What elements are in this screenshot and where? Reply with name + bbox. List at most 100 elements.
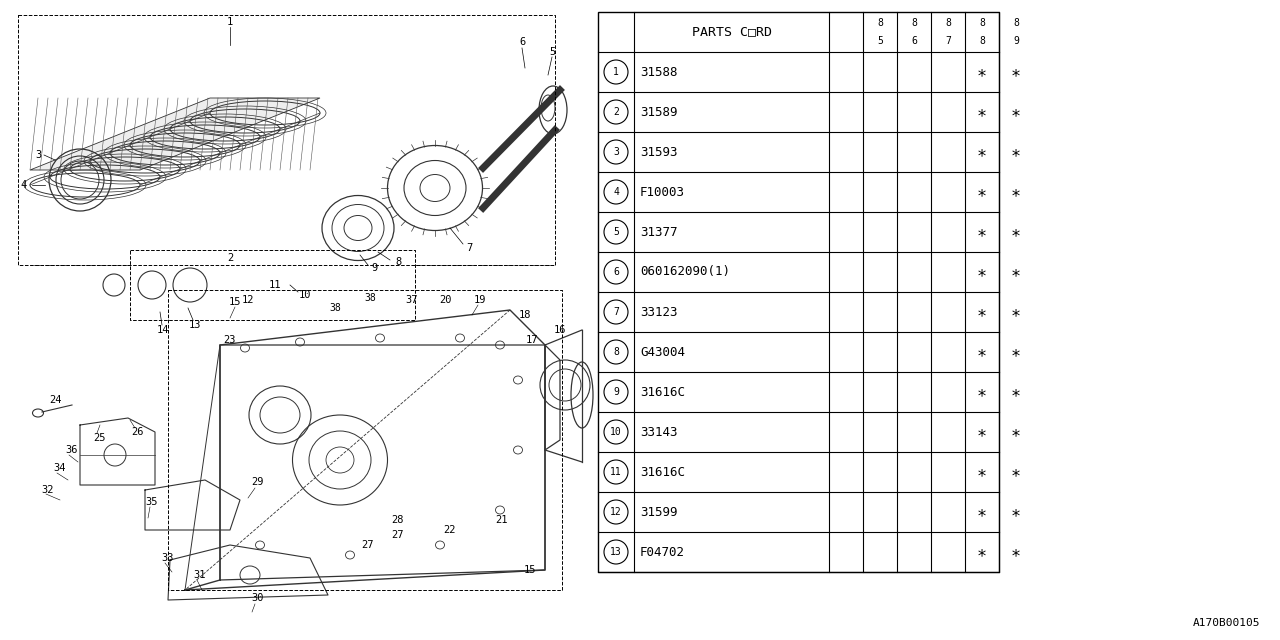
Text: ∗: ∗ bbox=[1011, 463, 1021, 481]
Text: 13: 13 bbox=[611, 547, 622, 557]
Text: F10003: F10003 bbox=[640, 186, 685, 198]
Text: A170B00105: A170B00105 bbox=[1193, 618, 1260, 628]
Text: ∗: ∗ bbox=[1011, 303, 1021, 321]
Text: 35: 35 bbox=[146, 497, 159, 507]
Text: 33: 33 bbox=[161, 553, 174, 563]
Text: ∗: ∗ bbox=[977, 543, 987, 561]
Text: 27: 27 bbox=[392, 530, 404, 540]
Text: 7: 7 bbox=[466, 243, 472, 253]
Text: 37: 37 bbox=[406, 295, 419, 305]
Text: ∗: ∗ bbox=[1011, 143, 1021, 161]
Text: 16: 16 bbox=[554, 325, 566, 335]
Text: 33123: 33123 bbox=[640, 305, 677, 319]
Text: 14: 14 bbox=[156, 325, 169, 335]
Text: ∗: ∗ bbox=[977, 223, 987, 241]
Text: ∗: ∗ bbox=[1011, 343, 1021, 361]
Text: 3: 3 bbox=[35, 150, 41, 160]
Text: 9: 9 bbox=[372, 263, 378, 273]
Text: ∗: ∗ bbox=[1011, 543, 1021, 561]
Text: 1: 1 bbox=[227, 17, 233, 27]
Text: 31: 31 bbox=[193, 570, 206, 580]
Text: 11: 11 bbox=[611, 467, 622, 477]
Text: 31599: 31599 bbox=[640, 506, 677, 518]
Text: ∗: ∗ bbox=[1011, 183, 1021, 201]
Text: 11: 11 bbox=[269, 280, 282, 290]
Text: 38: 38 bbox=[364, 293, 376, 303]
Text: 8: 8 bbox=[979, 18, 984, 28]
Text: ∗: ∗ bbox=[977, 303, 987, 321]
Bar bbox=[598, 12, 998, 572]
Text: 31377: 31377 bbox=[640, 225, 677, 239]
Text: ∗: ∗ bbox=[977, 103, 987, 121]
Text: 6: 6 bbox=[518, 37, 525, 47]
Text: 31593: 31593 bbox=[640, 145, 677, 159]
Text: 30: 30 bbox=[252, 593, 264, 603]
Text: ∗: ∗ bbox=[977, 503, 987, 521]
Text: 7: 7 bbox=[945, 36, 951, 46]
Text: 8: 8 bbox=[394, 257, 401, 267]
Text: 5: 5 bbox=[877, 36, 883, 46]
Text: ∗: ∗ bbox=[1011, 263, 1021, 281]
Text: 8: 8 bbox=[979, 36, 984, 46]
Text: 15: 15 bbox=[229, 297, 241, 307]
Text: 26: 26 bbox=[132, 427, 145, 437]
Text: 9: 9 bbox=[1012, 36, 1019, 46]
Text: F04702: F04702 bbox=[640, 545, 685, 559]
Text: 32: 32 bbox=[42, 485, 54, 495]
Text: 31616C: 31616C bbox=[640, 385, 685, 399]
Text: ∗: ∗ bbox=[1011, 223, 1021, 241]
Text: 38: 38 bbox=[329, 303, 340, 313]
Text: ∗: ∗ bbox=[977, 423, 987, 441]
Text: 8: 8 bbox=[911, 18, 916, 28]
Text: 4: 4 bbox=[20, 180, 27, 190]
Text: 2: 2 bbox=[227, 253, 233, 263]
Text: ∗: ∗ bbox=[977, 383, 987, 401]
Text: 7: 7 bbox=[613, 307, 620, 317]
Text: 27: 27 bbox=[362, 540, 374, 550]
Text: 18: 18 bbox=[518, 310, 531, 320]
Text: 8: 8 bbox=[877, 18, 883, 28]
Text: 33143: 33143 bbox=[640, 426, 677, 438]
Text: ∗: ∗ bbox=[1011, 63, 1021, 81]
Text: 17: 17 bbox=[526, 335, 539, 345]
Text: 31589: 31589 bbox=[640, 106, 677, 118]
Text: ∗: ∗ bbox=[977, 463, 987, 481]
Text: G43004: G43004 bbox=[640, 346, 685, 358]
Text: 23: 23 bbox=[224, 335, 237, 345]
Text: 060162090(1): 060162090(1) bbox=[640, 266, 730, 278]
Text: 19: 19 bbox=[474, 295, 486, 305]
Text: ∗: ∗ bbox=[977, 263, 987, 281]
Polygon shape bbox=[29, 98, 320, 170]
Text: 13: 13 bbox=[188, 320, 201, 330]
Text: 29: 29 bbox=[252, 477, 264, 487]
Text: 12: 12 bbox=[611, 507, 622, 517]
Text: ∗: ∗ bbox=[1011, 383, 1021, 401]
Text: ∗: ∗ bbox=[977, 143, 987, 161]
Text: 10: 10 bbox=[611, 427, 622, 437]
Text: 22: 22 bbox=[444, 525, 456, 535]
Text: 34: 34 bbox=[54, 463, 67, 473]
Text: 2: 2 bbox=[613, 107, 620, 117]
Text: 31616C: 31616C bbox=[640, 465, 685, 479]
Text: 6: 6 bbox=[613, 267, 620, 277]
Text: ∗: ∗ bbox=[977, 63, 987, 81]
Text: 1: 1 bbox=[613, 67, 620, 77]
Text: 15: 15 bbox=[524, 565, 536, 575]
Text: ∗: ∗ bbox=[1011, 503, 1021, 521]
Text: 5: 5 bbox=[613, 227, 620, 237]
Text: 25: 25 bbox=[93, 433, 106, 443]
Text: PARTS C□RD: PARTS C□RD bbox=[691, 26, 772, 38]
Text: 5: 5 bbox=[549, 47, 556, 57]
Text: ∗: ∗ bbox=[977, 343, 987, 361]
Text: 8: 8 bbox=[1012, 18, 1019, 28]
Text: ∗: ∗ bbox=[1011, 423, 1021, 441]
Text: 8: 8 bbox=[613, 347, 620, 357]
Text: 21: 21 bbox=[495, 515, 508, 525]
Text: 24: 24 bbox=[49, 395, 61, 405]
Text: 12: 12 bbox=[242, 295, 255, 305]
Text: 8: 8 bbox=[945, 18, 951, 28]
Text: 36: 36 bbox=[65, 445, 78, 455]
Text: 20: 20 bbox=[439, 295, 452, 305]
Text: 31588: 31588 bbox=[640, 65, 677, 79]
Text: 3: 3 bbox=[613, 147, 620, 157]
